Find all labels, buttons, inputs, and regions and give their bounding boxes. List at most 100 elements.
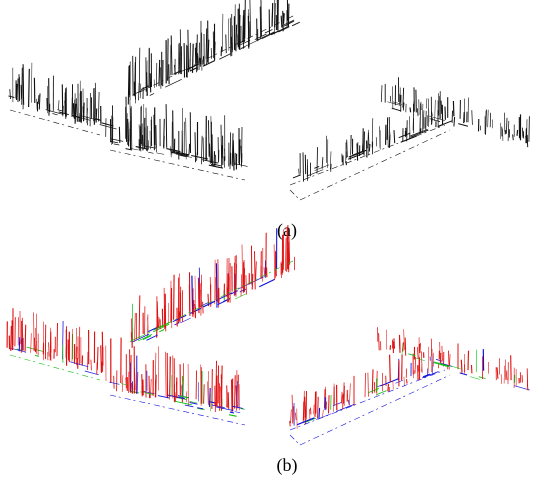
- line-segment: [329, 395, 330, 413]
- line-segment: [357, 143, 358, 160]
- line-segment: [132, 383, 133, 394]
- line-segment: [179, 311, 180, 320]
- line-segment: [57, 323, 58, 356]
- line-segment: [368, 373, 369, 397]
- line-segment: [508, 121, 509, 141]
- line-segment: [150, 73, 151, 92]
- line-segment: [135, 313, 136, 342]
- line-segment: [426, 98, 427, 108]
- line-segment: [240, 47, 246, 50]
- line-segment: [271, 27, 288, 35]
- line-segment: [29, 69, 30, 107]
- line-segment: [417, 347, 418, 359]
- line-segment: [195, 132, 196, 162]
- line-segment: [379, 333, 380, 350]
- line-segment: [236, 25, 237, 52]
- line-segment: [74, 100, 75, 119]
- line-segment: [170, 357, 171, 397]
- line-segment: [188, 30, 189, 72]
- line-segment: [11, 326, 12, 351]
- line-segment: [171, 36, 172, 76]
- line-segment: [235, 294, 246, 299]
- line-segment: [168, 39, 169, 81]
- line-segment: [201, 136, 202, 165]
- line-segment: [200, 58, 201, 67]
- line-segment: [8, 96, 14, 98]
- line-segment: [148, 152, 153, 153]
- line-segment: [291, 409, 292, 423]
- line-segment: [323, 410, 324, 417]
- line-segment: [203, 138, 204, 163]
- edge-segment: [290, 370, 445, 430]
- line-segment: [68, 340, 69, 361]
- line-segment: [35, 355, 39, 356]
- line-segment: [286, 238, 287, 271]
- line-segment: [180, 318, 190, 323]
- line-segment: [206, 29, 207, 59]
- line-segment: [402, 343, 403, 355]
- line-segment: [344, 383, 345, 404]
- line-segment: [265, 30, 273, 34]
- line-segment: [369, 144, 370, 152]
- edge-segment: [10, 110, 100, 135]
- line-segment: [25, 325, 26, 352]
- line-segment: [246, 275, 247, 294]
- line-segment: [405, 338, 406, 356]
- line-segment: [255, 251, 256, 289]
- line-segment: [209, 120, 210, 157]
- line-segment: [49, 342, 50, 356]
- line-segment: [472, 110, 473, 125]
- line-segment: [179, 43, 180, 74]
- line-segment: [59, 100, 60, 109]
- line-segment: [527, 135, 528, 147]
- line-segment: [497, 367, 498, 378]
- line-segment: [258, 32, 275, 40]
- line-segment: [21, 85, 22, 99]
- line-segment: [527, 368, 528, 390]
- line-segment: [76, 328, 77, 359]
- line-classification: [7, 225, 530, 445]
- line-segment: [228, 392, 229, 409]
- line-segment: [292, 22, 300, 26]
- line-segment: [19, 337, 20, 351]
- line-segment: [114, 144, 120, 145]
- line-segment: [376, 137, 377, 146]
- line-segment: [274, 244, 275, 280]
- line-segment: [453, 101, 454, 116]
- line-segment: [331, 164, 332, 172]
- line-segment: [128, 122, 129, 146]
- line-segment: [434, 362, 450, 367]
- line-segment: [486, 111, 487, 135]
- line-segment: [139, 83, 140, 101]
- line-segment: [250, 0, 251, 38]
- line-segment: [422, 104, 423, 133]
- line-segment: [138, 334, 152, 341]
- line-segment: [216, 263, 217, 308]
- line-segment: [230, 412, 234, 413]
- line-segment: [376, 391, 386, 395]
- line-segment: [458, 124, 468, 127]
- line-segment: [314, 405, 315, 415]
- line-segment: [296, 413, 297, 420]
- line-reconstruction: [8, 0, 529, 200]
- figure: (a) (b): [0, 0, 554, 485]
- line-segment: [365, 373, 366, 397]
- line-segment: [464, 112, 465, 123]
- line-segment: [417, 108, 418, 116]
- line-segment: [513, 134, 514, 140]
- line-segment: [186, 118, 187, 157]
- line-segment: [322, 157, 323, 169]
- line-segment: [210, 144, 211, 164]
- line-segment: [450, 354, 451, 365]
- line-segment: [198, 53, 199, 63]
- line-segment: [73, 103, 74, 117]
- line-segment: [436, 359, 443, 361]
- line-segment: [293, 175, 301, 178]
- line-segment: [423, 110, 424, 129]
- line-segment: [63, 106, 64, 117]
- line-segment: [442, 346, 443, 361]
- line-segment: [166, 352, 167, 397]
- line-segment: [101, 345, 102, 372]
- line-segment: [164, 119, 165, 148]
- line-segment: [10, 89, 11, 99]
